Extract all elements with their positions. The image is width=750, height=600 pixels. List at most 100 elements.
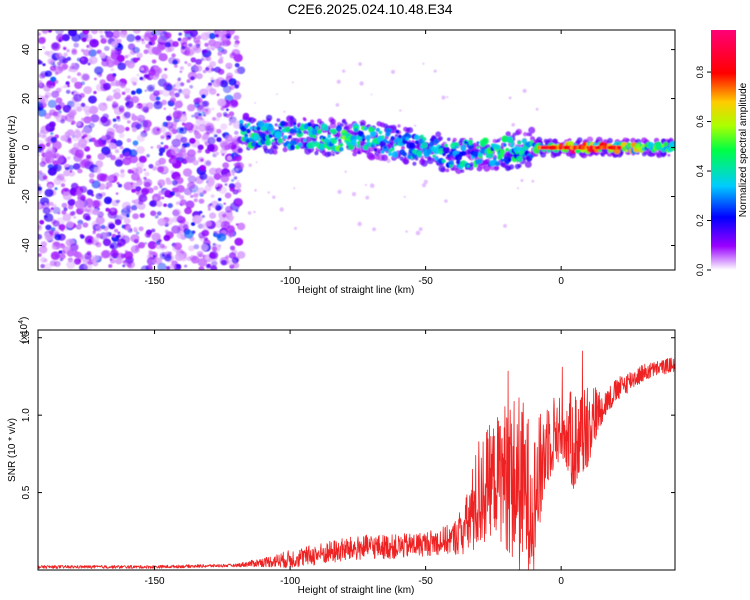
signal-cell <box>444 143 449 148</box>
signal-cell <box>530 140 534 144</box>
signal-cell <box>264 148 270 154</box>
noise-cell <box>63 84 68 89</box>
noise-cell <box>216 112 223 118</box>
noise-cell <box>503 224 507 228</box>
signal-cell <box>303 118 307 122</box>
noise-cell <box>189 85 194 89</box>
noise-cell <box>54 187 58 191</box>
signal-cell <box>307 122 312 127</box>
noise-cell <box>169 263 176 270</box>
signal-cell <box>586 136 594 143</box>
noise-cell <box>55 52 63 59</box>
signal-cell <box>272 149 278 155</box>
noise-cell <box>195 58 202 65</box>
noise-cell <box>86 189 94 196</box>
noise-cell <box>152 259 158 263</box>
noise-cell <box>96 233 102 239</box>
noise-cell <box>118 132 125 139</box>
noise-cell <box>138 226 144 232</box>
noise-cell <box>204 237 208 241</box>
signal-cell <box>483 165 491 172</box>
signal-cell <box>516 155 523 163</box>
noise-cell <box>216 128 222 134</box>
noise-cell <box>216 137 222 143</box>
noise-cell <box>38 59 42 65</box>
noise-cell <box>65 166 70 171</box>
snr-panel: -150 -100 -50 0 0.5 1.0 1.5 Height of straigh… <box>7 317 676 596</box>
noise-cell <box>114 149 120 154</box>
noise-cell <box>233 42 239 48</box>
noise-cell <box>180 136 188 144</box>
noise-cell <box>164 67 168 71</box>
noise-cell <box>234 84 240 89</box>
noise-cell <box>130 234 140 243</box>
signal-cell <box>381 150 385 154</box>
signal-cell <box>331 128 337 135</box>
noise-cell <box>200 243 209 251</box>
signal-cell <box>505 131 511 137</box>
signal-cell <box>373 148 378 152</box>
signal-cell <box>515 128 523 135</box>
noise-cell <box>161 73 168 80</box>
noise-cell <box>165 121 174 129</box>
noise-cell <box>80 143 86 149</box>
noise-cell <box>215 33 220 38</box>
noise-cell <box>39 73 46 79</box>
x-tick-label: -50 <box>418 276 433 287</box>
noise-cell <box>153 185 159 191</box>
noise-cell <box>370 93 373 96</box>
noise-cell <box>184 229 194 239</box>
noise-cell <box>154 67 163 75</box>
noise-cell <box>228 78 237 86</box>
noise-cell <box>60 86 64 89</box>
signal-cell <box>625 149 629 153</box>
noise-cell <box>98 30 104 34</box>
noise-cell <box>171 53 176 58</box>
noise-cell <box>365 195 370 200</box>
noise-cell <box>125 102 130 106</box>
noise-cell <box>88 172 95 178</box>
signal-cell <box>468 139 473 145</box>
noise-cell <box>59 176 65 181</box>
noise-cell <box>57 161 61 165</box>
noise-cell <box>40 241 47 248</box>
noise-cell <box>77 219 84 225</box>
noise-cell <box>160 142 164 145</box>
signal-cell <box>434 156 439 161</box>
noise-cell <box>207 144 215 152</box>
noise-cell <box>148 164 154 169</box>
noise-cell <box>158 190 164 196</box>
noise-cell <box>93 166 102 174</box>
noise-cell <box>421 183 427 188</box>
spectrogram-panel: -150 -100 -50 0 40 20 0 -20 -40 Height of strai… <box>7 29 676 296</box>
noise-cell <box>210 125 215 129</box>
noise-cell <box>205 264 211 269</box>
noise-cell <box>38 82 42 86</box>
figure-title: C2E6.2025.024.10.48.E34 <box>287 1 452 17</box>
noise-cell <box>234 154 242 162</box>
noise-cell <box>83 86 93 95</box>
noise-cell <box>108 223 116 230</box>
noise-cell <box>202 190 207 194</box>
noise-cell <box>38 144 43 153</box>
noise-cell <box>117 62 126 71</box>
noise-cell <box>116 38 122 44</box>
signal-cell <box>310 119 315 124</box>
noise-cell <box>227 35 230 39</box>
noise-cell <box>186 155 196 164</box>
noise-cell <box>230 245 236 251</box>
noise-cell <box>222 213 227 218</box>
signal-cell <box>383 138 388 143</box>
noise-cell <box>357 221 362 227</box>
signal-cell <box>311 129 318 135</box>
noise-cell <box>58 224 66 231</box>
noise-cell <box>520 179 524 182</box>
signal-cell <box>523 132 528 137</box>
noise-cell <box>215 184 218 187</box>
signal-cell <box>325 127 329 131</box>
noise-cell <box>71 49 78 55</box>
noise-cell <box>272 195 276 199</box>
noise-cell <box>218 186 227 194</box>
noise-cell <box>164 41 171 48</box>
